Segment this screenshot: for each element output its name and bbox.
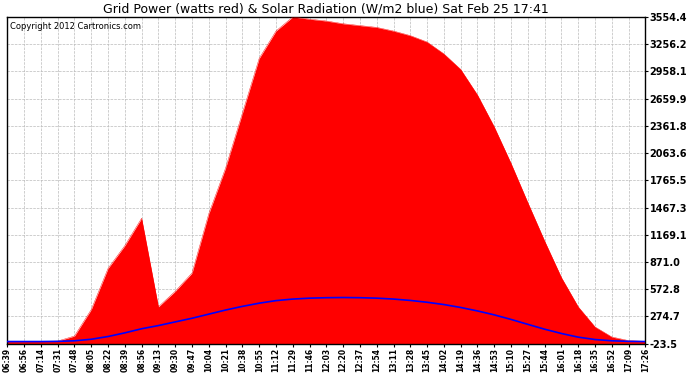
Title: Grid Power (watts red) & Solar Radiation (W/m2 blue) Sat Feb 25 17:41: Grid Power (watts red) & Solar Radiation… bbox=[104, 3, 549, 16]
Text: Copyright 2012 Cartronics.com: Copyright 2012 Cartronics.com bbox=[10, 22, 141, 31]
